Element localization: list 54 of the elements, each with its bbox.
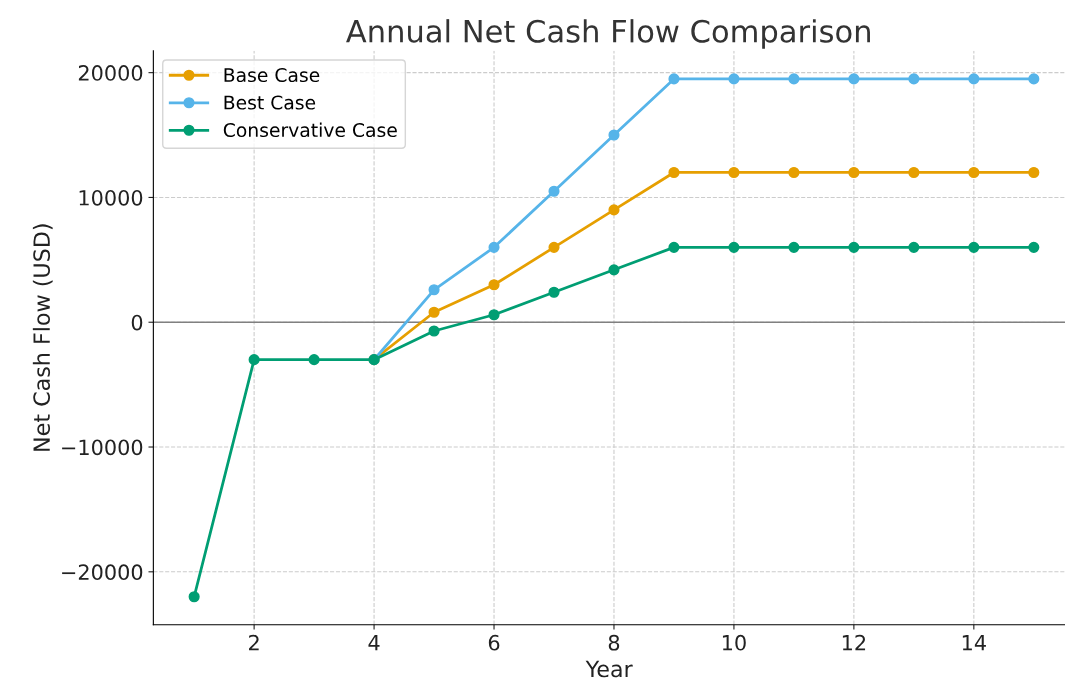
point (548, 241, 560, 253)
point (488, 279, 500, 291)
point (908, 241, 920, 253)
x-tick-label: 8 (608, 634, 620, 651)
point (668, 73, 680, 85)
point (668, 241, 680, 253)
point (968, 241, 980, 253)
x-tick-label: 2 (249, 634, 259, 651)
point (848, 166, 860, 179)
point (1028, 241, 1040, 253)
legend-label: Base Case (224, 67, 320, 83)
y-tick-label: 10000 (79, 189, 143, 206)
y-tick-label: 0 (131, 314, 143, 331)
point (1028, 166, 1040, 179)
y-tick-label: −20000 (62, 564, 143, 581)
point (668, 166, 680, 179)
x-tick-label: 6 (488, 634, 500, 651)
y-axis-title: Net Cash Flow (USD) (32, 224, 53, 451)
point (548, 185, 560, 197)
point (308, 354, 320, 366)
point (248, 354, 260, 366)
point (608, 264, 620, 276)
point (968, 166, 980, 179)
point (608, 204, 620, 216)
x-tick-label: 10 (722, 634, 746, 651)
point (428, 325, 440, 337)
point (428, 306, 440, 318)
point (188, 591, 200, 603)
point (788, 241, 800, 253)
x-tick-label: 14 (962, 635, 986, 651)
chart-title: Annual Net Cash Flow Comparison (346, 19, 870, 49)
point (908, 73, 920, 85)
point (728, 241, 740, 253)
point (548, 286, 560, 298)
x-axis-title: Year (585, 660, 633, 678)
point (848, 73, 860, 85)
point (848, 241, 860, 253)
point (488, 241, 500, 253)
point (608, 129, 620, 141)
point (428, 284, 440, 296)
point (728, 166, 740, 179)
point (968, 73, 980, 85)
point (728, 73, 740, 85)
x-tick-label: 4 (368, 635, 380, 651)
y-tick-label: 20000 (78, 65, 143, 81)
legend-label: Conservative Case (223, 122, 397, 138)
point (788, 166, 800, 179)
point (1028, 73, 1040, 85)
x-tick-label: 12 (842, 634, 866, 651)
point (908, 166, 920, 179)
legend-label: Best Case (224, 95, 316, 110)
point (488, 309, 500, 321)
y-tick-label: −10000 (62, 439, 143, 456)
point (788, 73, 800, 85)
